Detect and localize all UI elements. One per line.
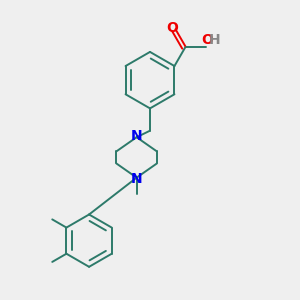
Text: O: O <box>166 21 178 35</box>
Text: N: N <box>131 129 142 143</box>
Text: O: O <box>201 33 213 47</box>
Text: H: H <box>209 33 220 47</box>
Text: N: N <box>131 172 142 186</box>
